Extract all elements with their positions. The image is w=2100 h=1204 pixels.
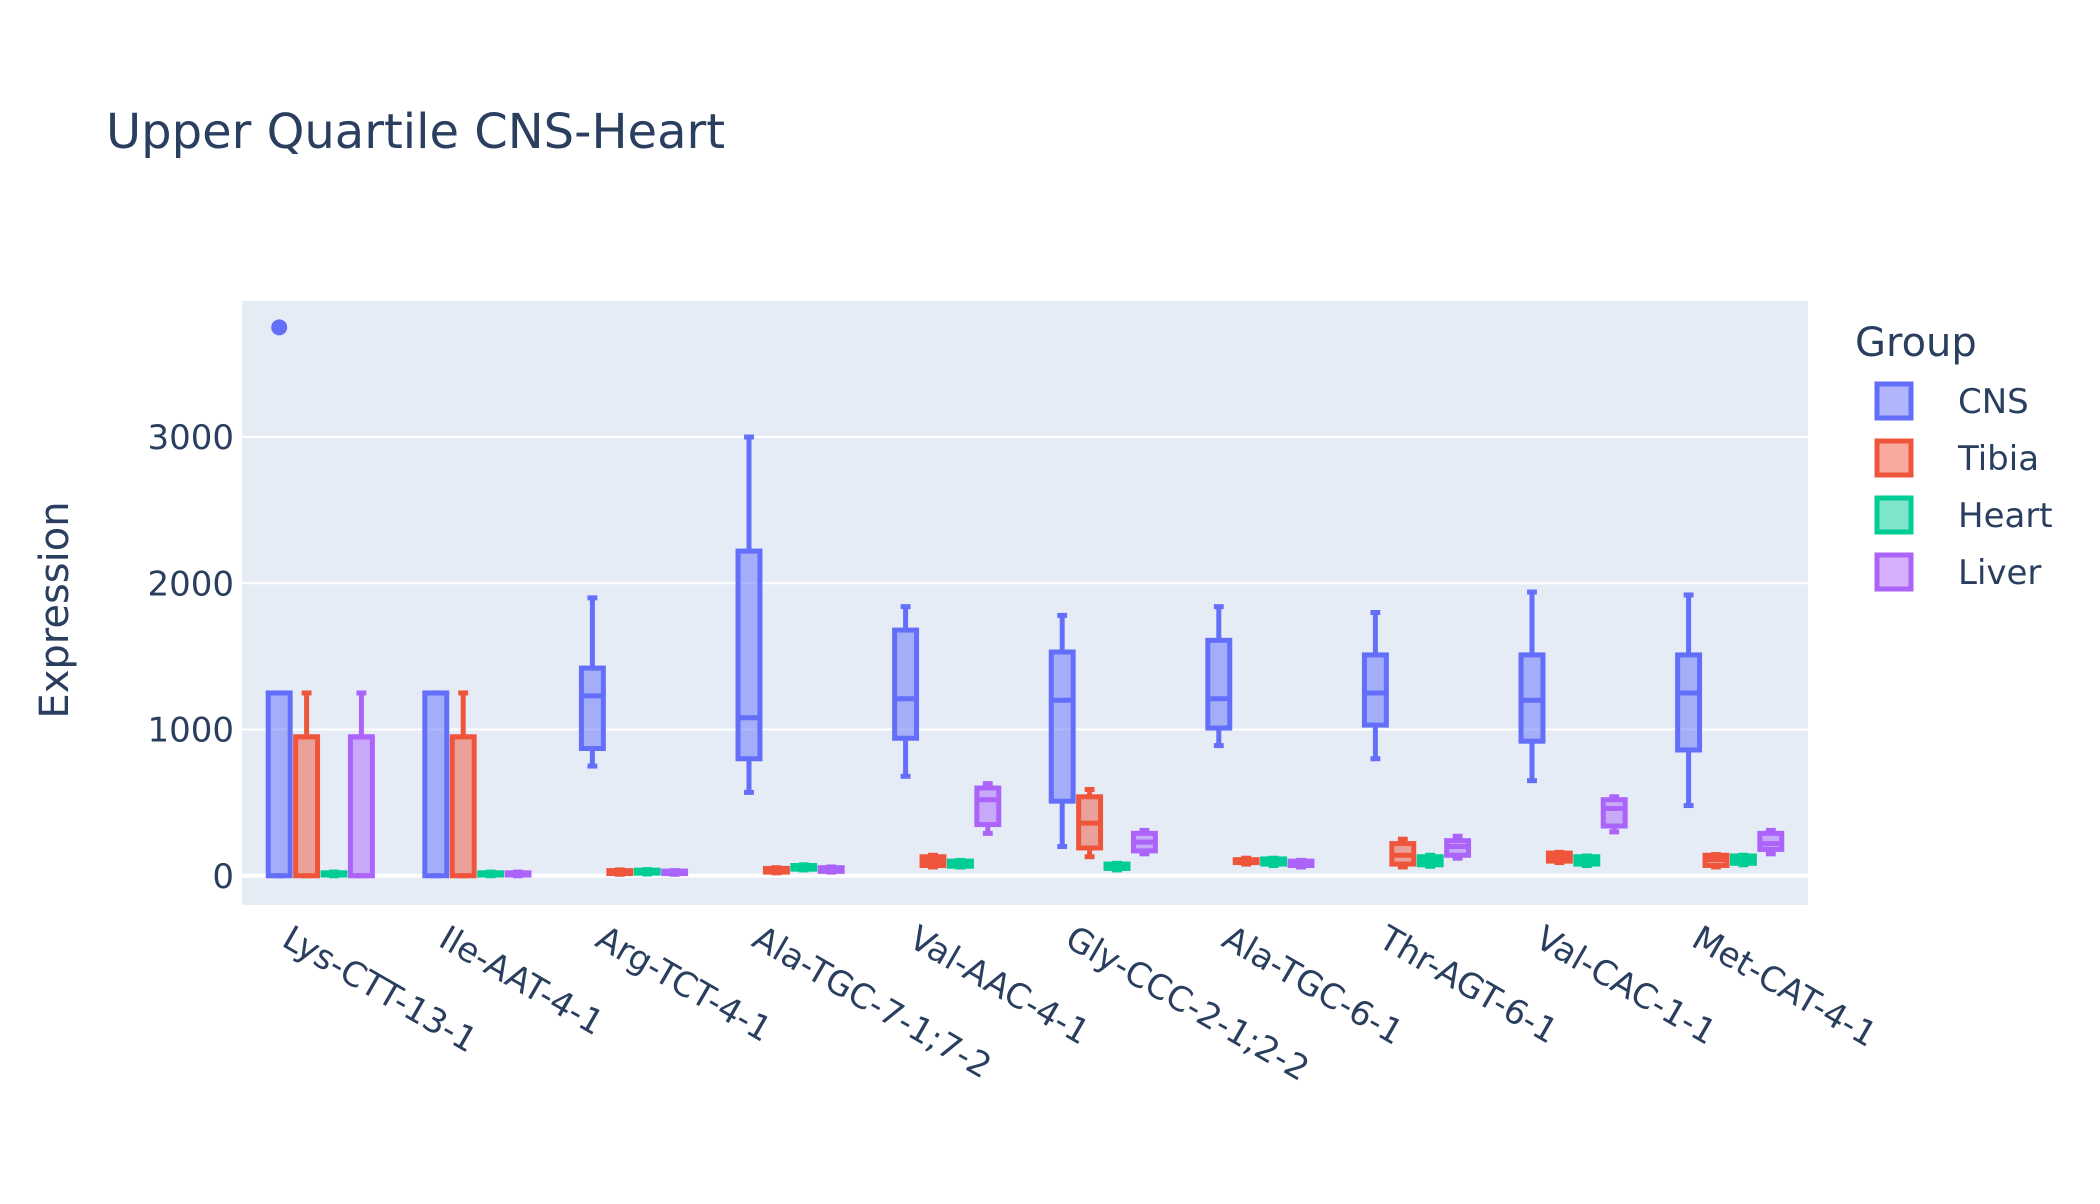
- legend-label: Heart: [1958, 496, 2053, 536]
- box-body: [422, 690, 450, 879]
- box-heart[interactable]: [1103, 860, 1131, 873]
- y-tick-label: 1000: [147, 711, 234, 751]
- box-body: [1600, 797, 1628, 829]
- box-heart[interactable]: [1573, 853, 1601, 869]
- box-cns[interactable]: [892, 604, 920, 779]
- box-liver[interactable]: [661, 868, 689, 877]
- box-cns[interactable]: [1675, 592, 1703, 809]
- box-tibia[interactable]: [762, 865, 790, 876]
- legend-label: CNS: [1958, 382, 2029, 422]
- legend-swatch: [1874, 495, 1914, 535]
- box-tibia[interactable]: [1232, 855, 1260, 867]
- legend-title: Group: [1855, 320, 1977, 366]
- box-liver[interactable]: [1600, 794, 1628, 835]
- legend-item-liver[interactable]: Liver: [1874, 552, 2041, 593]
- outlier-point: [271, 319, 288, 336]
- box-liver[interactable]: [1757, 827, 1785, 857]
- box-body: [1205, 637, 1233, 731]
- box-body: [974, 785, 1002, 828]
- box-body: [578, 665, 606, 752]
- box-cns[interactable]: [1361, 610, 1389, 762]
- box-tibia[interactable]: [606, 867, 634, 877]
- box-liver[interactable]: [817, 864, 845, 875]
- box-liver[interactable]: [504, 869, 532, 879]
- box-heart[interactable]: [790, 862, 818, 873]
- box-tibia[interactable]: [1076, 786, 1104, 860]
- y-tick-label: 2000: [147, 564, 234, 604]
- box-cns[interactable]: [265, 319, 293, 879]
- legend-swatch: [1874, 552, 1914, 592]
- box-body: [449, 734, 477, 879]
- x-tick-label: Arg-TCT-4-1: [589, 918, 778, 1050]
- box-body: [265, 690, 293, 879]
- box-heart[interactable]: [1260, 855, 1288, 869]
- legend[interactable]: CNS Tibia Heart Liver: [1874, 381, 2053, 593]
- box-heart[interactable]: [477, 869, 505, 879]
- box-body: [293, 734, 321, 879]
- y-axis-title: Expression: [32, 501, 78, 718]
- plot-area: 0100020003000Lys-CTT-13-1Ile-AAT-4-1Arg-…: [147, 301, 1883, 1090]
- legend-swatch: [1874, 438, 1914, 478]
- box-liver[interactable]: [1130, 827, 1158, 857]
- box-body: [735, 548, 763, 762]
- legend-item-cns[interactable]: CNS: [1874, 381, 2029, 422]
- box-liver[interactable]: [1444, 833, 1472, 861]
- box-tibia[interactable]: [449, 690, 477, 879]
- box-body: [347, 734, 375, 879]
- x-tick-label: Met-CAT-4-1: [1685, 918, 1883, 1055]
- box-heart[interactable]: [320, 869, 348, 879]
- box-cns[interactable]: [1048, 612, 1076, 850]
- legend-swatch: [1874, 381, 1914, 421]
- box-tibia[interactable]: [919, 852, 947, 870]
- legend-label: Liver: [1958, 553, 2041, 593]
- box-tibia[interactable]: [1389, 836, 1417, 870]
- box-tibia[interactable]: [293, 690, 321, 879]
- chart-title: Upper Quartile CNS-Heart: [106, 104, 725, 160]
- box-body: [1675, 652, 1703, 753]
- box-body: [1048, 649, 1076, 804]
- legend-label: Tibia: [1957, 439, 2039, 479]
- box-cns[interactable]: [1205, 604, 1233, 749]
- box-liver[interactable]: [1287, 857, 1315, 870]
- box-heart[interactable]: [1416, 852, 1444, 869]
- y-tick-label: 3000: [147, 418, 234, 458]
- box-cns[interactable]: [422, 690, 450, 879]
- box-liver[interactable]: [974, 781, 1002, 836]
- box-body: [1361, 652, 1389, 728]
- plot-background: [242, 301, 1808, 905]
- box-heart[interactable]: [946, 857, 974, 870]
- box-heart[interactable]: [1729, 852, 1757, 868]
- box-tibia[interactable]: [1702, 852, 1730, 870]
- box-body: [892, 627, 920, 741]
- box-cns[interactable]: [1518, 589, 1546, 784]
- box-heart[interactable]: [633, 867, 661, 877]
- box-tibia[interactable]: [1545, 849, 1573, 866]
- y-tick-label: 0: [212, 857, 234, 897]
- legend-item-heart[interactable]: Heart: [1874, 495, 2053, 536]
- box-liver[interactable]: [347, 690, 375, 879]
- box-cns[interactable]: [578, 595, 606, 769]
- box-cns[interactable]: [735, 434, 763, 795]
- legend-item-tibia[interactable]: Tibia: [1874, 438, 2039, 479]
